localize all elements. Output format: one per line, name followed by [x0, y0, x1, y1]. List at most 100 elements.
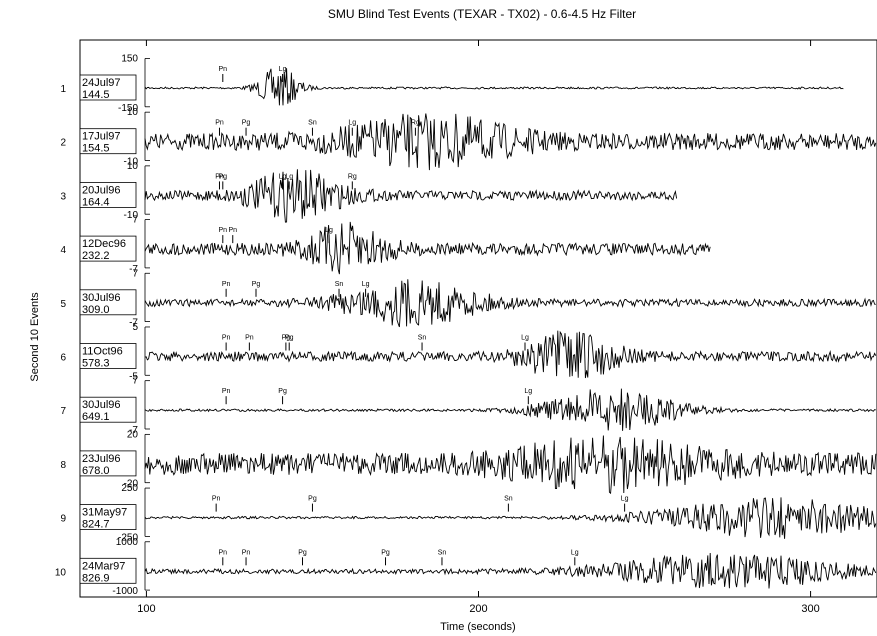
event-distance: 144.5	[82, 89, 110, 101]
phase-label: Lg	[571, 549, 579, 556]
event-date: 30Jul96	[82, 292, 121, 304]
phase-marker: Lg	[521, 335, 529, 351]
amplitude-bottom-label: -7	[129, 264, 138, 275]
phase-marker: Sn	[438, 549, 447, 566]
x-tick-label: 200	[469, 603, 487, 615]
phase-label: Lg	[348, 120, 356, 127]
event-distance: 309.0	[82, 304, 110, 316]
event-date: 23Jul96	[82, 453, 121, 465]
waveform	[144, 330, 877, 379]
phase-label: Sn	[335, 281, 344, 288]
waveform	[144, 497, 877, 539]
waveform	[144, 435, 877, 495]
x-tick-label: 300	[801, 603, 819, 615]
trace-index: 8	[60, 460, 66, 471]
event-date: 31May97	[82, 507, 127, 519]
phase-marker: Pn	[219, 66, 227, 82]
phase-label: Pg	[219, 173, 228, 180]
phase-marker: Rg	[411, 120, 420, 136]
phase-marker: Pn	[222, 335, 231, 351]
event-box	[79, 128, 137, 155]
phase-label: Pg	[282, 335, 291, 342]
waveform	[144, 552, 877, 589]
amplitude-bottom-label: -10	[124, 210, 139, 221]
phase-marker: Pg	[298, 549, 307, 566]
phase-label: Lg	[362, 281, 370, 288]
phase-label: Lg	[285, 173, 293, 180]
x-axis-label: Time (seconds)	[440, 621, 515, 633]
phase-label: Pg	[278, 388, 287, 395]
phase-label: Sn	[418, 335, 427, 342]
amplitude-bottom-label: -20	[124, 479, 139, 490]
phase-label: Pn	[222, 335, 231, 342]
phase-marker: Lg	[325, 227, 333, 244]
amplitude-bottom-label: -10	[124, 156, 139, 167]
phase-label: Pg	[381, 549, 390, 556]
x-tick-label: 100	[137, 603, 155, 615]
phase-marker: Pn	[222, 281, 231, 297]
trace-index: 7	[60, 406, 66, 417]
phase-label: Lg	[279, 66, 287, 73]
event-box	[79, 289, 137, 316]
phase-marker: Pg	[282, 335, 291, 351]
amplitude-bottom-label: -1000	[112, 586, 138, 597]
event-box	[79, 343, 137, 369]
trace-index: 1	[60, 84, 66, 95]
phase-label: Sn	[308, 120, 317, 127]
phase-marker: Lg	[279, 173, 287, 190]
phase-marker: Lg	[362, 281, 370, 297]
phase-label: Pg	[308, 496, 317, 503]
trace-index: 4	[60, 245, 66, 256]
event-box	[79, 450, 137, 477]
phase-marker: Sn	[308, 120, 317, 136]
phase-label: Lg	[521, 335, 529, 342]
phase-marker: Pg	[308, 496, 317, 512]
event-date: 20Jul96	[82, 184, 121, 196]
trace-index: 5	[60, 299, 66, 310]
phase-marker: Lg	[279, 66, 287, 82]
event-box	[79, 504, 137, 531]
phase-marker: Pn	[215, 120, 224, 136]
phase-marker: Lg	[285, 173, 293, 190]
phase-marker: Pn	[215, 173, 224, 190]
trace-index: 2	[60, 138, 66, 149]
amplitude-top-label: 7	[132, 376, 138, 387]
phase-label: Pn	[215, 173, 224, 180]
event-distance: 154.5	[82, 143, 110, 155]
plot-frame	[79, 39, 877, 598]
event-date: 30Jul96	[82, 399, 121, 411]
phase-label: Pg	[252, 281, 261, 288]
phase-marker: Lg	[571, 549, 579, 566]
phase-label: Pg	[242, 120, 251, 127]
phase-marker: Pg	[219, 173, 228, 190]
phase-label: Pn	[222, 281, 231, 288]
phase-marker: Pg	[381, 549, 390, 566]
amplitude-top-label: 20	[127, 429, 139, 440]
phase-marker: Pn	[219, 549, 228, 566]
phase-label: Sn	[438, 549, 447, 556]
phase-marker: Lg	[524, 388, 532, 405]
waveform	[144, 221, 711, 275]
event-distance: 678.0	[82, 465, 110, 477]
event-distance: 578.3	[82, 358, 110, 370]
event-box	[79, 557, 137, 584]
phase-marker: Rg	[348, 173, 357, 190]
amplitude-top-label: 7	[132, 268, 138, 279]
amplitude-top-label: 5	[132, 322, 138, 333]
event-date: 11Oct96	[82, 346, 123, 358]
event-date: 24Mar97	[82, 560, 125, 572]
trace-index: 3	[60, 191, 66, 202]
phase-label: Lg	[279, 173, 287, 180]
amplitude-bottom-label: -7	[129, 318, 138, 329]
waveform	[144, 388, 876, 431]
phase-label: Pn	[219, 549, 228, 556]
phase-marker: Pn	[242, 549, 250, 566]
event-date: 12Dec96	[82, 238, 126, 250]
